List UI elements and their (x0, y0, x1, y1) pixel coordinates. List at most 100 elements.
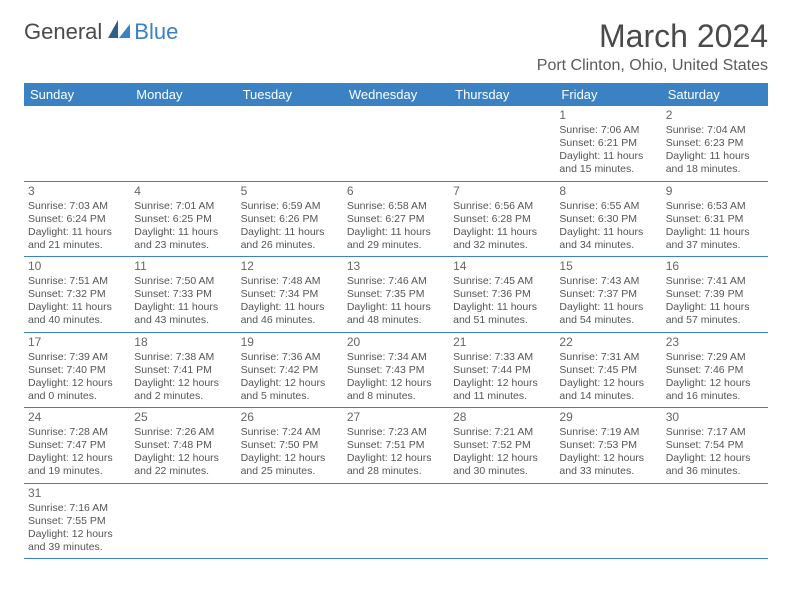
daylight-text-2: and 21 minutes. (28, 239, 126, 252)
daylight-text: Daylight: 11 hours (241, 301, 339, 314)
logo-text-general: General (24, 19, 102, 45)
weekday-header: Saturday (662, 83, 768, 106)
day-number: 14 (453, 259, 551, 274)
calendar-cell: 7Sunrise: 6:56 AMSunset: 6:28 PMDaylight… (449, 181, 555, 257)
calendar-cell: 27Sunrise: 7:23 AMSunset: 7:51 PMDayligh… (343, 408, 449, 484)
sunset-text: Sunset: 7:40 PM (28, 364, 126, 377)
daylight-text: Daylight: 12 hours (28, 528, 126, 541)
sunrise-text: Sunrise: 7:26 AM (134, 426, 232, 439)
calendar-cell: 28Sunrise: 7:21 AMSunset: 7:52 PMDayligh… (449, 408, 555, 484)
sunset-text: Sunset: 7:34 PM (241, 288, 339, 301)
calendar-cell: 6Sunrise: 6:58 AMSunset: 6:27 PMDaylight… (343, 181, 449, 257)
sunset-text: Sunset: 6:27 PM (347, 213, 445, 226)
calendar-cell: 29Sunrise: 7:19 AMSunset: 7:53 PMDayligh… (555, 408, 661, 484)
sunrise-text: Sunrise: 7:33 AM (453, 351, 551, 364)
daylight-text: Daylight: 12 hours (559, 452, 657, 465)
calendar-cell: 21Sunrise: 7:33 AMSunset: 7:44 PMDayligh… (449, 332, 555, 408)
calendar-cell: 14Sunrise: 7:45 AMSunset: 7:36 PMDayligh… (449, 257, 555, 333)
sunset-text: Sunset: 7:47 PM (28, 439, 126, 452)
daylight-text-2: and 15 minutes. (559, 163, 657, 176)
day-number: 24 (28, 410, 126, 425)
daylight-text: Daylight: 11 hours (559, 301, 657, 314)
calendar-cell (343, 483, 449, 559)
calendar-row: 3Sunrise: 7:03 AMSunset: 6:24 PMDaylight… (24, 181, 768, 257)
sunrise-text: Sunrise: 7:38 AM (134, 351, 232, 364)
daylight-text-2: and 2 minutes. (134, 390, 232, 403)
sunset-text: Sunset: 7:46 PM (666, 364, 764, 377)
weekday-header: Thursday (449, 83, 555, 106)
calendar-cell (662, 483, 768, 559)
sunrise-text: Sunrise: 7:29 AM (666, 351, 764, 364)
daylight-text-2: and 36 minutes. (666, 465, 764, 478)
daylight-text: Daylight: 12 hours (241, 377, 339, 390)
daylight-text-2: and 57 minutes. (666, 314, 764, 327)
calendar-cell: 22Sunrise: 7:31 AMSunset: 7:45 PMDayligh… (555, 332, 661, 408)
daylight-text-2: and 33 minutes. (559, 465, 657, 478)
day-number: 30 (666, 410, 764, 425)
sunrise-text: Sunrise: 7:50 AM (134, 275, 232, 288)
sunset-text: Sunset: 7:42 PM (241, 364, 339, 377)
sunrise-text: Sunrise: 6:56 AM (453, 200, 551, 213)
calendar-cell: 20Sunrise: 7:34 AMSunset: 7:43 PMDayligh… (343, 332, 449, 408)
sunrise-text: Sunrise: 7:06 AM (559, 124, 657, 137)
daylight-text: Daylight: 12 hours (453, 377, 551, 390)
weekday-header: Tuesday (237, 83, 343, 106)
daylight-text: Daylight: 12 hours (453, 452, 551, 465)
daylight-text: Daylight: 11 hours (559, 150, 657, 163)
daylight-text: Daylight: 11 hours (347, 301, 445, 314)
calendar-cell: 13Sunrise: 7:46 AMSunset: 7:35 PMDayligh… (343, 257, 449, 333)
calendar-cell: 16Sunrise: 7:41 AMSunset: 7:39 PMDayligh… (662, 257, 768, 333)
sunrise-text: Sunrise: 7:01 AM (134, 200, 232, 213)
calendar-cell: 12Sunrise: 7:48 AMSunset: 7:34 PMDayligh… (237, 257, 343, 333)
calendar-cell: 5Sunrise: 6:59 AMSunset: 6:26 PMDaylight… (237, 181, 343, 257)
daylight-text-2: and 30 minutes. (453, 465, 551, 478)
daylight-text-2: and 23 minutes. (134, 239, 232, 252)
day-number: 2 (666, 108, 764, 123)
logo-text-blue: Blue (134, 19, 178, 45)
day-number: 7 (453, 184, 551, 199)
daylight-text: Daylight: 11 hours (134, 301, 232, 314)
day-number: 22 (559, 335, 657, 350)
daylight-text-2: and 43 minutes. (134, 314, 232, 327)
daylight-text: Daylight: 11 hours (559, 226, 657, 239)
daylight-text: Daylight: 11 hours (666, 301, 764, 314)
daylight-text: Daylight: 11 hours (666, 226, 764, 239)
day-number: 15 (559, 259, 657, 274)
daylight-text: Daylight: 12 hours (28, 452, 126, 465)
daylight-text-2: and 39 minutes. (28, 541, 126, 554)
calendar-cell: 9Sunrise: 6:53 AMSunset: 6:31 PMDaylight… (662, 181, 768, 257)
sunset-text: Sunset: 7:37 PM (559, 288, 657, 301)
day-number: 29 (559, 410, 657, 425)
sunrise-text: Sunrise: 7:51 AM (28, 275, 126, 288)
calendar-cell: 19Sunrise: 7:36 AMSunset: 7:42 PMDayligh… (237, 332, 343, 408)
daylight-text: Daylight: 11 hours (241, 226, 339, 239)
daylight-text-2: and 54 minutes. (559, 314, 657, 327)
daylight-text: Daylight: 12 hours (134, 377, 232, 390)
daylight-text-2: and 18 minutes. (666, 163, 764, 176)
daylight-text: Daylight: 12 hours (347, 377, 445, 390)
daylight-text-2: and 28 minutes. (347, 465, 445, 478)
logo: General Blue (24, 18, 178, 45)
sunrise-text: Sunrise: 7:43 AM (559, 275, 657, 288)
calendar-cell (343, 106, 449, 181)
sunset-text: Sunset: 6:28 PM (453, 213, 551, 226)
daylight-text: Daylight: 12 hours (559, 377, 657, 390)
daylight-text: Daylight: 11 hours (28, 226, 126, 239)
day-number: 11 (134, 259, 232, 274)
sunrise-text: Sunrise: 7:36 AM (241, 351, 339, 364)
daylight-text-2: and 46 minutes. (241, 314, 339, 327)
page-title: March 2024 (537, 18, 768, 55)
sunrise-text: Sunrise: 6:55 AM (559, 200, 657, 213)
sunrise-text: Sunrise: 7:28 AM (28, 426, 126, 439)
sunset-text: Sunset: 7:41 PM (134, 364, 232, 377)
calendar-cell: 10Sunrise: 7:51 AMSunset: 7:32 PMDayligh… (24, 257, 130, 333)
calendar-cell: 8Sunrise: 6:55 AMSunset: 6:30 PMDaylight… (555, 181, 661, 257)
day-number: 21 (453, 335, 551, 350)
day-number: 31 (28, 486, 126, 501)
daylight-text: Daylight: 12 hours (666, 377, 764, 390)
sunset-text: Sunset: 7:39 PM (666, 288, 764, 301)
sunrise-text: Sunrise: 7:31 AM (559, 351, 657, 364)
daylight-text-2: and 26 minutes. (241, 239, 339, 252)
day-number: 17 (28, 335, 126, 350)
day-number: 19 (241, 335, 339, 350)
